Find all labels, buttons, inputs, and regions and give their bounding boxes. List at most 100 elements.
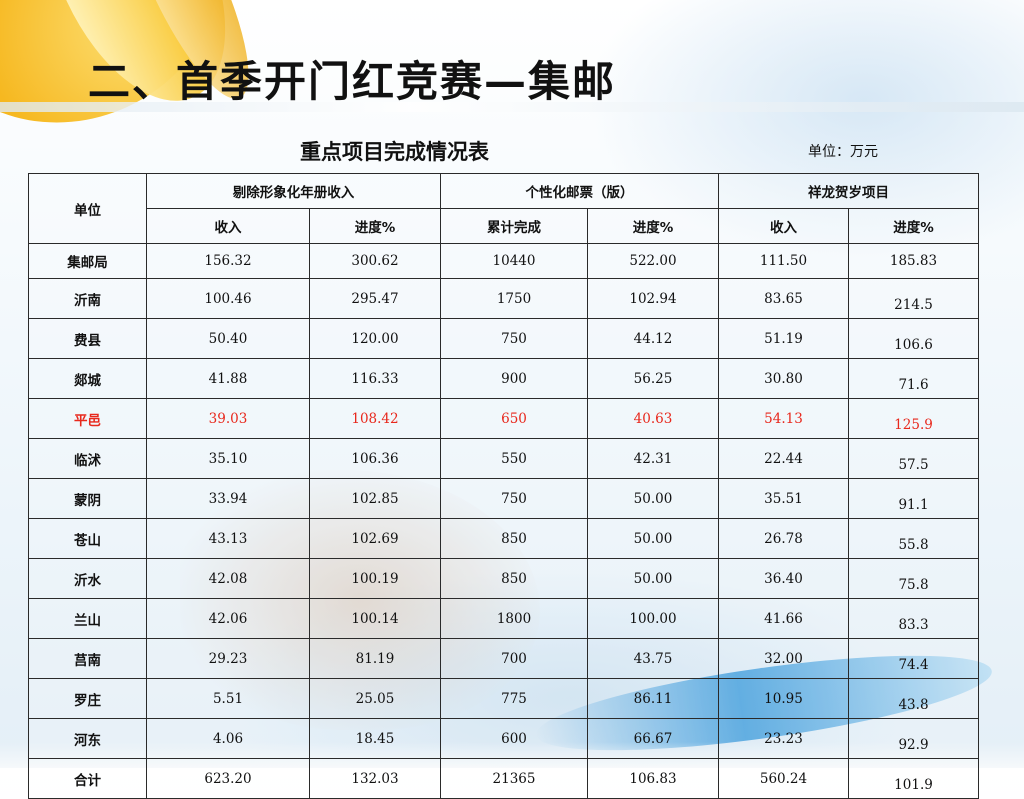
table-cell: 22.44	[718, 438, 849, 479]
table-row: 河东 4.06 18.45 600 66.67 23.23 92.9	[28, 718, 979, 759]
table-row: 平邑 39.03 108.42 650 40.63 54.13 125.9	[28, 398, 979, 439]
table-row: 郯城 41.88 116.33 900 56.25 30.80 71.6	[28, 358, 979, 399]
row-unit-name: 沂水	[28, 558, 147, 599]
table-cell: 5.51	[146, 678, 310, 719]
table-row: 兰山 42.06 100.14 1800 100.00 41.66 83.3	[28, 598, 979, 639]
unit-note: 单位：万元	[808, 144, 878, 160]
table-row: 苍山 43.13 102.69 850 50.00 26.78 55.8	[28, 518, 979, 559]
table-cell: 35.51	[718, 478, 849, 519]
table-cell: 125.9	[848, 398, 979, 439]
table-cell: 91.1	[848, 478, 979, 519]
header-unit-col: 单位	[28, 173, 147, 244]
table-cell: 30.80	[718, 358, 849, 399]
table-cell: 100.14	[309, 598, 441, 639]
table-title: 重点项目完成情况表	[300, 140, 489, 164]
table-cell: 43.8	[848, 678, 979, 719]
table-cell: 83.65	[718, 278, 849, 319]
table-cell: 522.00	[587, 243, 719, 279]
header-group: 剔除形象化年册收入	[146, 173, 441, 209]
table-cell: 1800	[440, 598, 588, 639]
table-cell: 295.47	[309, 278, 441, 319]
table-cell: 106.83	[587, 758, 719, 799]
subheader: 收入	[146, 208, 310, 244]
table-cell: 156.32	[146, 243, 310, 279]
table-row: 临沭 35.10 106.36 550 42.31 22.44 57.5	[28, 438, 979, 479]
row-unit-name: 合计	[28, 758, 147, 799]
table-cell: 560.24	[718, 758, 849, 799]
table-cell: 750	[440, 478, 588, 519]
table-cell: 600	[440, 718, 588, 759]
table-cell: 39.03	[146, 398, 310, 439]
subheader: 收入	[718, 208, 849, 244]
table-cell: 900	[440, 358, 588, 399]
table-cell: 51.19	[718, 318, 849, 359]
table-cell: 41.66	[718, 598, 849, 639]
table-cell: 66.67	[587, 718, 719, 759]
row-unit-name: 兰山	[28, 598, 147, 639]
table-cell: 102.94	[587, 278, 719, 319]
subheader: 进度%	[587, 208, 719, 244]
row-unit-name: 集邮局	[28, 243, 147, 279]
table-cell: 4.06	[146, 718, 310, 759]
table-cell: 132.03	[309, 758, 441, 799]
table-cell: 214.5	[848, 278, 979, 319]
table-cell: 106.6	[848, 318, 979, 359]
table-cell: 100.46	[146, 278, 310, 319]
table-cell: 50.40	[146, 318, 310, 359]
table-cell: 32.00	[718, 638, 849, 679]
table-cell: 700	[440, 638, 588, 679]
table-cell: 41.88	[146, 358, 310, 399]
table-row: 罗庄 5.51 25.05 775 86.11 10.95 43.8	[28, 678, 979, 719]
table-cell: 300.62	[309, 243, 441, 279]
table-cell: 74.4	[848, 638, 979, 679]
row-unit-name: 苍山	[28, 518, 147, 559]
table-cell: 750	[440, 318, 588, 359]
table-cell: 102.69	[309, 518, 441, 559]
table-cell: 43.13	[146, 518, 310, 559]
table-cell: 100.19	[309, 558, 441, 599]
table-cell: 26.78	[718, 518, 849, 559]
completion-table: 单位 剔除形象化年册收入 个性化邮票（版） 祥龙贺岁项目 收入 进度% 累计完成…	[28, 173, 979, 799]
table-cell: 25.05	[309, 678, 441, 719]
row-unit-name: 临沭	[28, 438, 147, 479]
table-cell: 33.94	[146, 478, 310, 519]
table-row: 蒙阴 33.94 102.85 750 50.00 35.51 91.1	[28, 478, 979, 519]
row-unit-name: 郯城	[28, 358, 147, 399]
header-row-subheaders: 收入 进度% 累计完成 进度% 收入 进度%	[29, 208, 979, 244]
table-cell: 42.08	[146, 558, 310, 599]
table-cell: 10440	[440, 243, 588, 279]
subheader: 累计完成	[440, 208, 588, 244]
slide-title: 二、首季开门红竞赛—集邮	[88, 57, 617, 106]
row-unit-name: 蒙阴	[28, 478, 147, 519]
row-unit-name: 平邑	[28, 398, 147, 439]
table-cell: 850	[440, 518, 588, 559]
table-cell: 83.3	[848, 598, 979, 639]
table-cell: 120.00	[309, 318, 441, 359]
table-row: 费县 50.40 120.00 750 44.12 51.19 106.6	[28, 318, 979, 359]
table-cell: 50.00	[587, 478, 719, 519]
table-cell: 44.12	[587, 318, 719, 359]
table-cell: 50.00	[587, 518, 719, 559]
header-row-groups: 单位 剔除形象化年册收入 个性化邮票（版） 祥龙贺岁项目	[28, 173, 979, 244]
table-cell: 42.31	[587, 438, 719, 479]
table-cell: 185.83	[848, 243, 979, 279]
table-body: 集邮局 156.32 300.62 10440 522.00 111.50 185.83 沂南…	[28, 243, 979, 799]
table-row: 集邮局 156.32 300.62 10440 522.00 111.50 185.83	[28, 243, 979, 279]
table-cell: 71.6	[848, 358, 979, 399]
table-row: 沂水 42.08 100.19 850 50.00 36.40 75.8	[28, 558, 979, 599]
table-cell: 18.45	[309, 718, 441, 759]
table-cell: 100.00	[587, 598, 719, 639]
table-cell: 50.00	[587, 558, 719, 599]
table-cell: 111.50	[718, 243, 849, 279]
table-cell: 43.75	[587, 638, 719, 679]
table-cell: 102.85	[309, 478, 441, 519]
header-group: 祥龙贺岁项目	[718, 173, 979, 209]
table-cell: 75.8	[848, 558, 979, 599]
table-cell: 650	[440, 398, 588, 439]
table-cell: 108.42	[309, 398, 441, 439]
row-unit-name: 河东	[28, 718, 147, 759]
table-cell: 21365	[440, 758, 588, 799]
table-cell: 57.5	[848, 438, 979, 479]
table-cell: 1750	[440, 278, 588, 319]
subheader: 进度%	[848, 208, 979, 244]
